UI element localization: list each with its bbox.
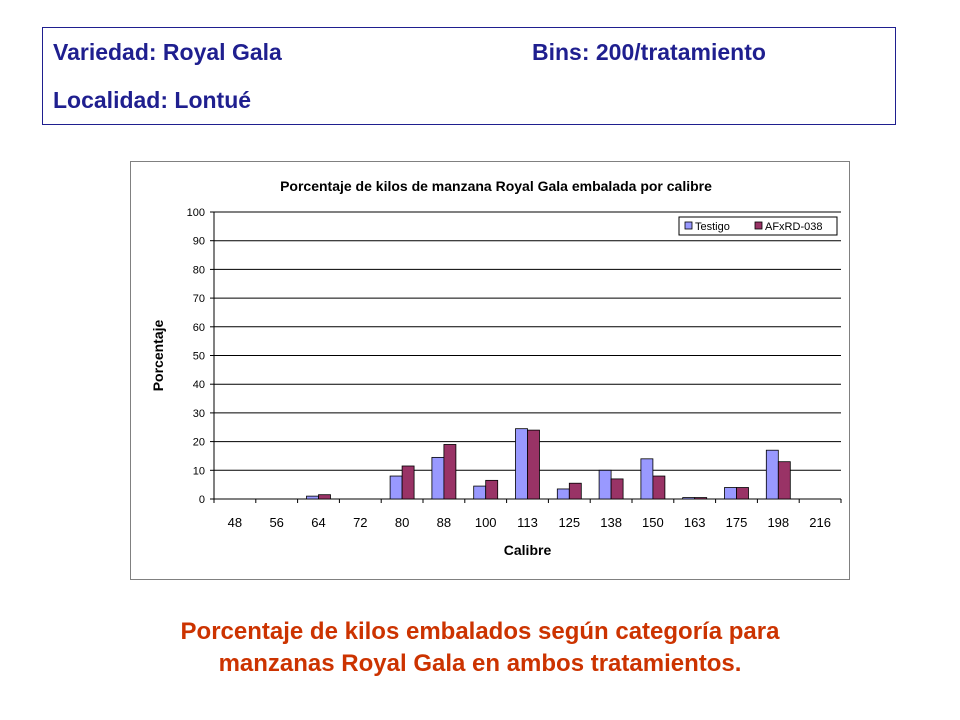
- y-axis-label: Porcentaje: [150, 319, 166, 391]
- info-box: Variedad: Royal Gala Bins: 200/tratamien…: [42, 27, 896, 125]
- y-tick-label: 10: [193, 465, 205, 477]
- x-tick-label: 138: [600, 515, 622, 530]
- x-tick-label: 88: [437, 515, 451, 530]
- bar-testigo: [431, 456, 445, 500]
- bar-afxrd038: [652, 475, 666, 500]
- x-tick-label: 216: [809, 515, 831, 530]
- y-tick-label: 40: [193, 379, 205, 391]
- x-tick-label: 80: [395, 515, 409, 530]
- bar-testigo: [640, 458, 654, 500]
- y-tick-label: 70: [193, 293, 205, 305]
- chart-title: Porcentaje de kilos de manzana Royal Gal…: [280, 178, 712, 194]
- bar-testigo: [598, 469, 612, 500]
- y-tick-label: 50: [193, 351, 205, 363]
- y-tick-label: 100: [187, 207, 205, 219]
- x-tick-label: 163: [684, 515, 706, 530]
- bar-afxrd038: [610, 478, 624, 500]
- x-tick-label: 150: [642, 515, 664, 530]
- bar-testigo: [515, 428, 528, 500]
- caption-line-1: Porcentaje de kilos embalados según cate…: [180, 618, 780, 645]
- caption-line-2: manzanas Royal Gala en ambos tratamiento…: [218, 650, 742, 677]
- y-tick-label: 80: [193, 264, 205, 276]
- bar-testigo: [765, 449, 779, 500]
- bar-afxrd038: [694, 497, 708, 500]
- x-tick-label: 113: [517, 515, 538, 530]
- bar-afxrd038: [443, 444, 457, 500]
- y-tick-label: 20: [193, 437, 205, 449]
- bins-label: Bins: 200/tratamiento: [532, 39, 766, 65]
- bar-afxrd038: [401, 465, 415, 500]
- x-tick-label: 64: [311, 515, 325, 530]
- y-tick-label: 30: [193, 408, 205, 420]
- bar-testigo: [306, 495, 319, 500]
- chart-frame: Porcentaje de kilos de manzana Royal Gal…: [130, 161, 850, 580]
- bar-afxrd038: [318, 494, 331, 500]
- bar-testigo: [556, 488, 570, 500]
- locality-label: Localidad: Lontué: [53, 87, 252, 113]
- bar-afxrd038: [777, 461, 791, 500]
- bar-chart: Porcentaje de kilos de manzana Royal Gal…: [150, 178, 842, 558]
- x-tick-label: 175: [726, 515, 748, 530]
- legend-label-afxrd038: AFxRD-038: [765, 221, 822, 233]
- bar-afxrd038: [568, 482, 582, 500]
- legend-swatch-afxrd038: [754, 221, 763, 230]
- x-axis-label: Calibre: [504, 542, 552, 558]
- x-tick-label: 72: [353, 515, 367, 530]
- legend-label-testigo: Testigo: [695, 221, 730, 233]
- x-tick-label: 100: [475, 515, 497, 530]
- x-tick-label: 125: [558, 515, 580, 530]
- x-tick-label: 56: [269, 515, 283, 530]
- bar-afxrd038: [527, 429, 540, 500]
- x-tick-label: 198: [767, 515, 789, 530]
- bar-testigo: [473, 485, 487, 500]
- y-tick-label: 60: [193, 322, 205, 334]
- bar-afxrd038: [485, 479, 499, 500]
- y-tick-label: 90: [193, 236, 205, 248]
- bar-afxrd038: [736, 487, 749, 500]
- bar-testigo: [389, 475, 403, 500]
- bar-testigo: [682, 497, 696, 500]
- legend-swatch-testigo: [684, 221, 693, 230]
- variety-label: Variedad: Royal Gala: [53, 39, 282, 65]
- bar-testigo: [724, 487, 737, 500]
- y-tick-label: 0: [199, 494, 205, 506]
- x-tick-label: 48: [228, 515, 242, 530]
